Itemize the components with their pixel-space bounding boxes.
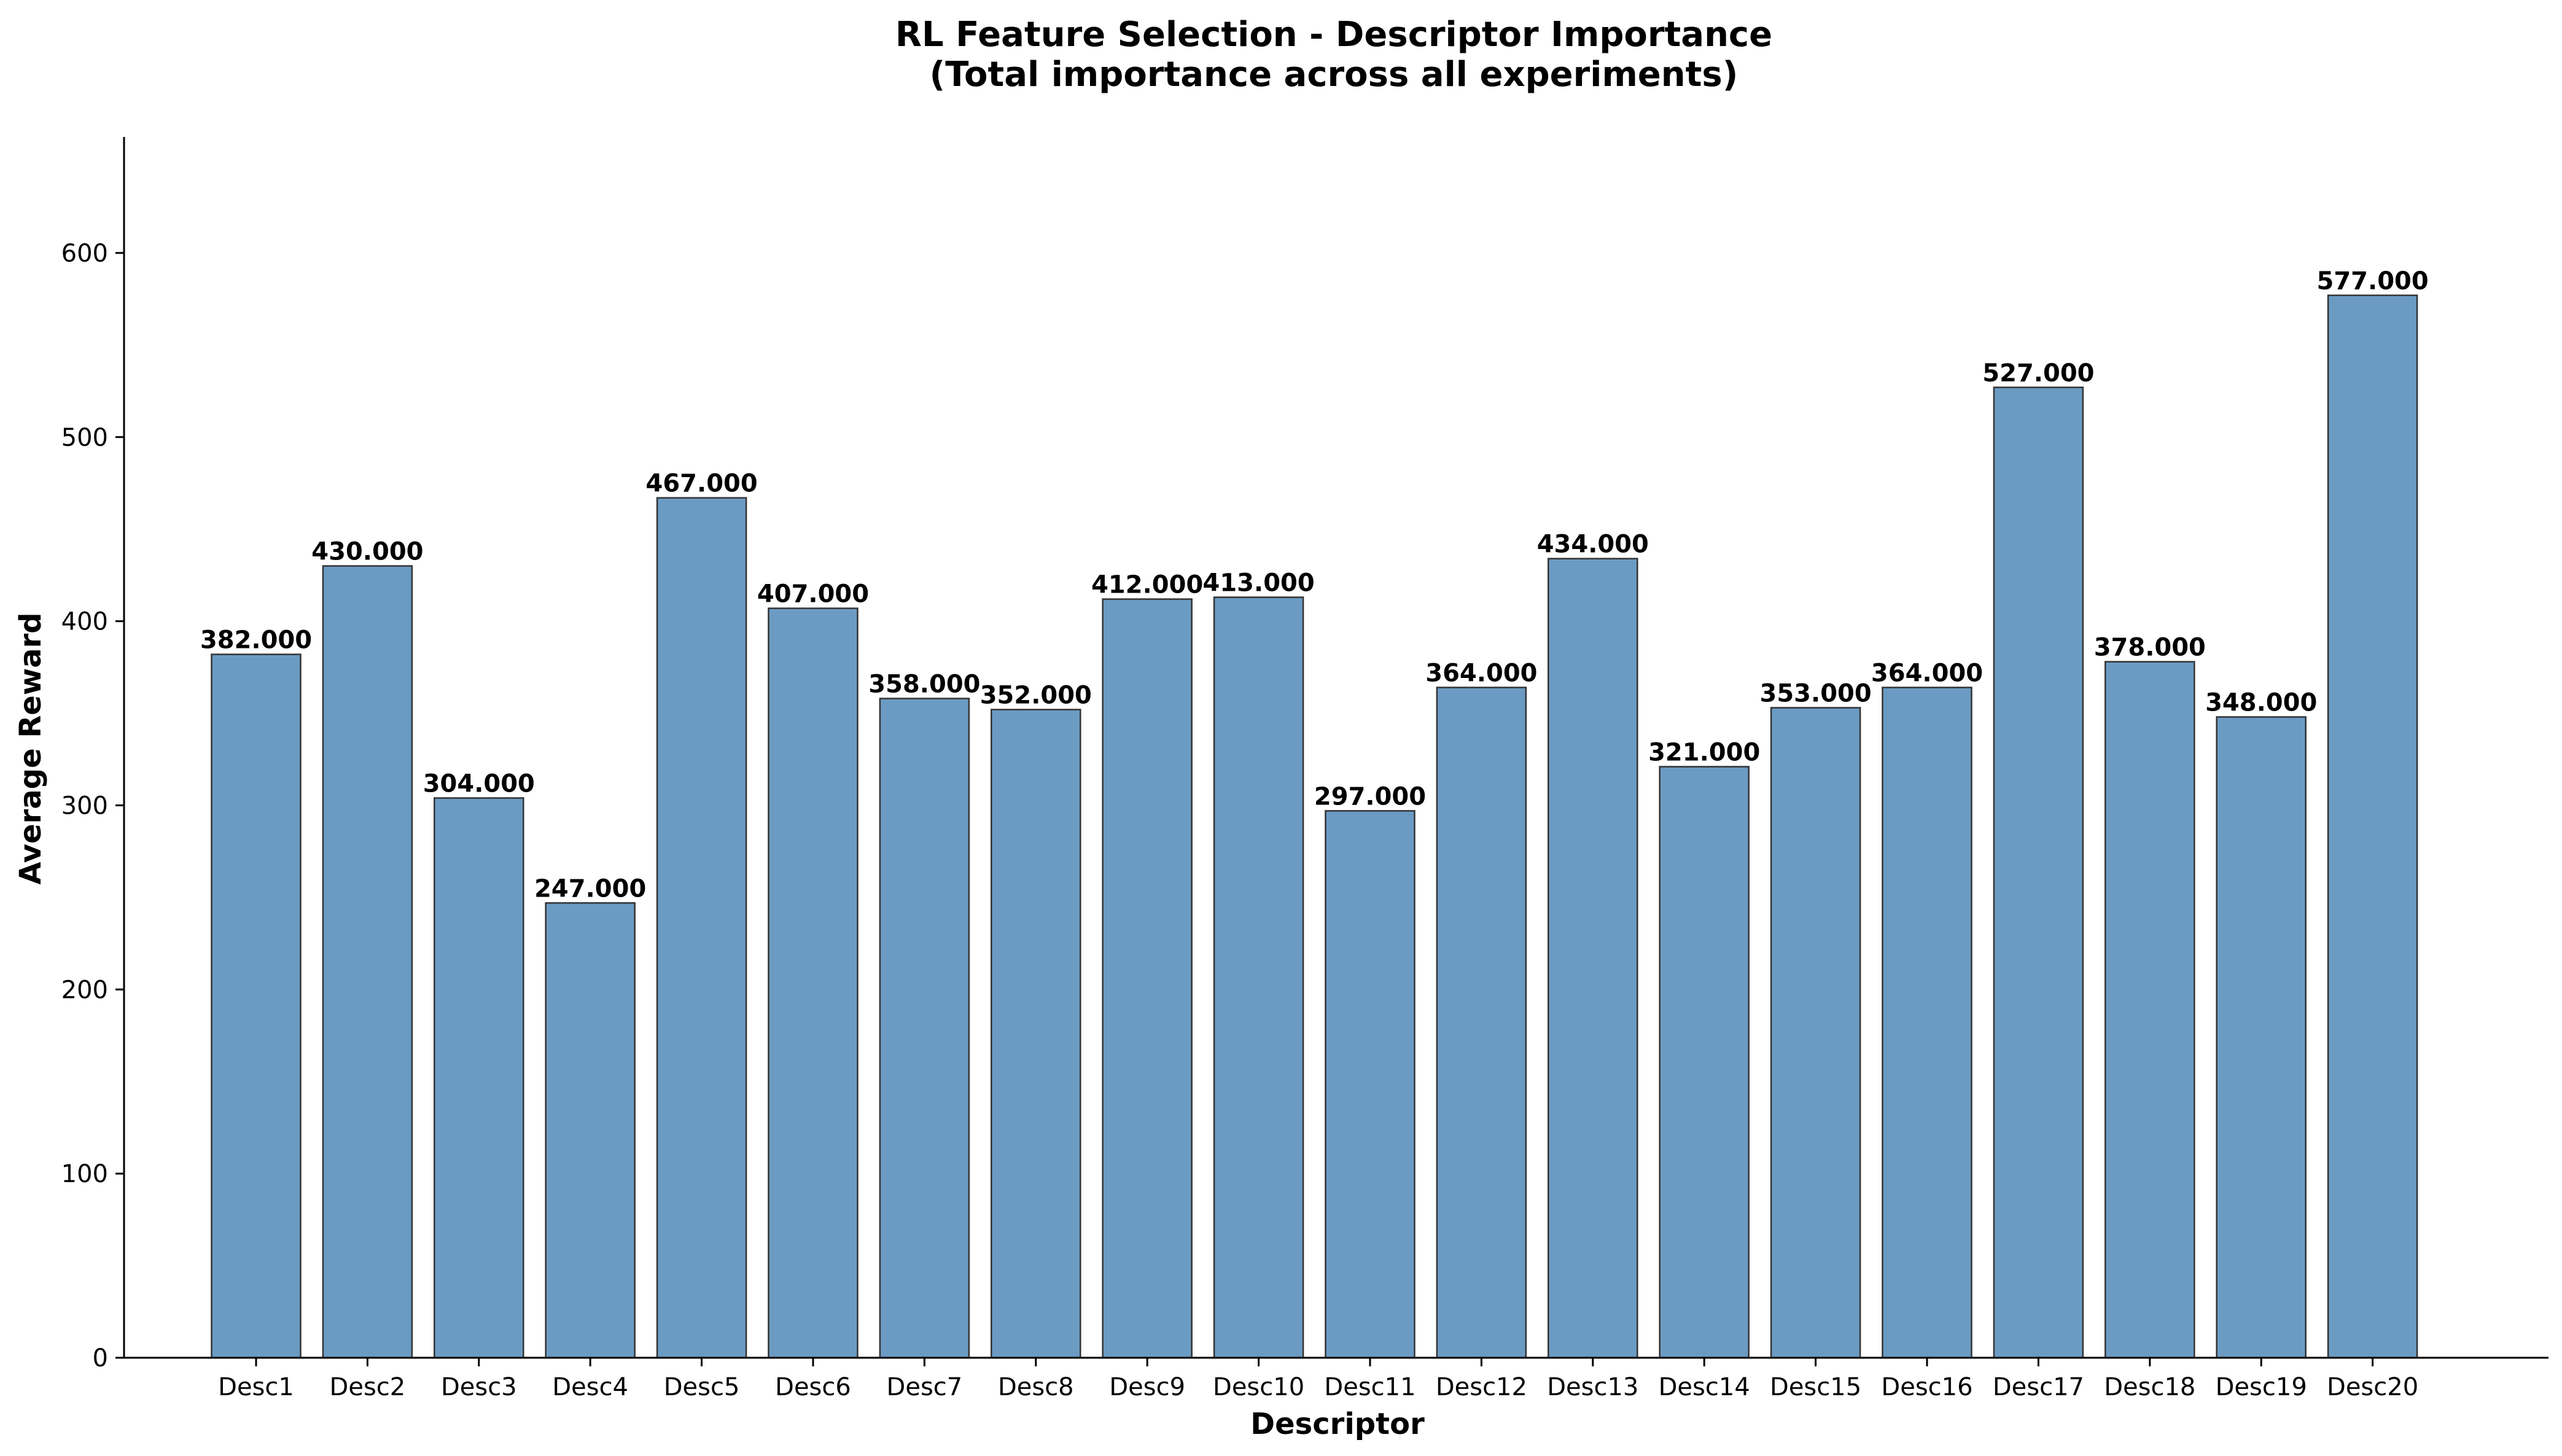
y-axis: 0 100 200 300 400 500 600 [61,137,125,1372]
x-tick-label-desc18: Desc18 [2104,1373,2195,1401]
x-tick-label-desc2: Desc2 [330,1373,406,1401]
bar-desc6 [768,607,859,1359]
data-label-desc15: 353.000 [1760,680,1872,708]
bar-desc4 [545,902,636,1359]
data-label-desc5: 467.000 [646,470,758,498]
data-label-desc19: 348.000 [2205,689,2317,717]
bar-desc2 [322,565,413,1359]
x-tick-label-desc15: Desc15 [1770,1373,1861,1401]
data-label-desc13: 434.000 [1537,531,1649,559]
y-tick-label: 600 [61,239,108,268]
bar-desc5 [656,497,747,1359]
data-label-desc7: 358.000 [868,671,980,699]
y-tick-label: 400 [61,608,108,636]
data-label-desc12: 364.000 [1425,660,1537,688]
x-tick-label-desc5: Desc5 [664,1373,740,1401]
bar-desc15 [1770,707,1861,1359]
x-tick-label-desc4: Desc4 [552,1373,628,1401]
data-label-desc17: 527.000 [1982,359,2094,387]
data-label-desc20: 577.000 [2317,267,2429,295]
bar-desc19 [2216,716,2307,1359]
x-tick-label-desc19: Desc19 [2216,1373,2307,1401]
x-tick-label-desc3: Desc3 [441,1373,517,1401]
y-tick-label: 200 [61,976,108,1004]
x-tick-label-desc6: Desc6 [775,1373,851,1401]
y-tick-label: 100 [61,1160,108,1188]
x-tick-label-desc17: Desc17 [1993,1373,2084,1401]
data-label-desc14: 321.000 [1648,739,1760,767]
x-tick-label-desc10: Desc10 [1213,1373,1304,1401]
bar-desc7 [879,698,970,1359]
bar-desc16 [1882,687,1972,1359]
data-label-desc3: 304.000 [423,770,535,798]
bar-desc13 [1548,558,1638,1359]
data-label-desc6: 407.000 [757,580,869,609]
data-label-desc10: 413.000 [1203,569,1315,598]
data-label-desc2: 430.000 [311,538,423,566]
y-axis-label: Average Reward [14,612,48,884]
y-tick-label: 0 [93,1344,108,1372]
data-label-desc11: 297.000 [1314,782,1426,811]
bar-desc17 [1993,386,2084,1359]
x-tick-label-desc9: Desc9 [1109,1373,1185,1401]
y-tick-label: 500 [61,424,108,452]
x-tick-label-desc11: Desc11 [1324,1373,1415,1401]
data-label-desc9: 412.000 [1091,571,1203,599]
data-label-desc1: 382.000 [200,626,312,655]
x-tick-label-desc14: Desc14 [1659,1373,1750,1401]
data-label-desc4: 247.000 [534,874,646,903]
x-tick-label-desc13: Desc13 [1547,1373,1638,1401]
bar-desc14 [1659,766,1750,1359]
data-label-desc18: 378.000 [2094,634,2206,662]
x-tick-label-desc1: Desc1 [218,1373,294,1401]
x-tick-label-desc20: Desc20 [2327,1373,2418,1401]
bars-layer [211,294,2418,1359]
chart-subtitle: (Total importance across all experiments… [930,55,1738,95]
bar-desc10 [1213,596,1304,1359]
x-axis: Desc1 Desc2 Desc3 Desc4 Desc5 Desc6 Desc7 Desc8… [124,1357,2548,1401]
data-labels-layer: 382.000 430.000 304.000 247.000 467.000 407.0… [200,267,2429,903]
y-tick-label: 300 [61,792,108,820]
x-axis-label: Descriptor [1250,1407,1425,1441]
x-tick-label-desc8: Desc8 [998,1373,1074,1401]
bar-desc1 [211,653,302,1359]
bar-desc8 [991,709,1081,1359]
data-label-desc8: 352.000 [980,682,1092,710]
bar-desc11 [1325,810,1415,1359]
x-tick-label-desc7: Desc7 [887,1373,963,1401]
bar-desc18 [2104,661,2195,1359]
bar-desc12 [1436,687,1527,1359]
x-tick-label-desc12: Desc12 [1436,1373,1527,1401]
data-label-desc16: 364.000 [1871,660,1983,688]
x-tick-label-desc16: Desc16 [1881,1373,1972,1401]
chart-title: RL Feature Selection - Descriptor Import… [895,15,1772,55]
bar-desc9 [1102,598,1193,1359]
bar-desc3 [434,797,524,1359]
bar-desc20 [2327,294,2418,1359]
